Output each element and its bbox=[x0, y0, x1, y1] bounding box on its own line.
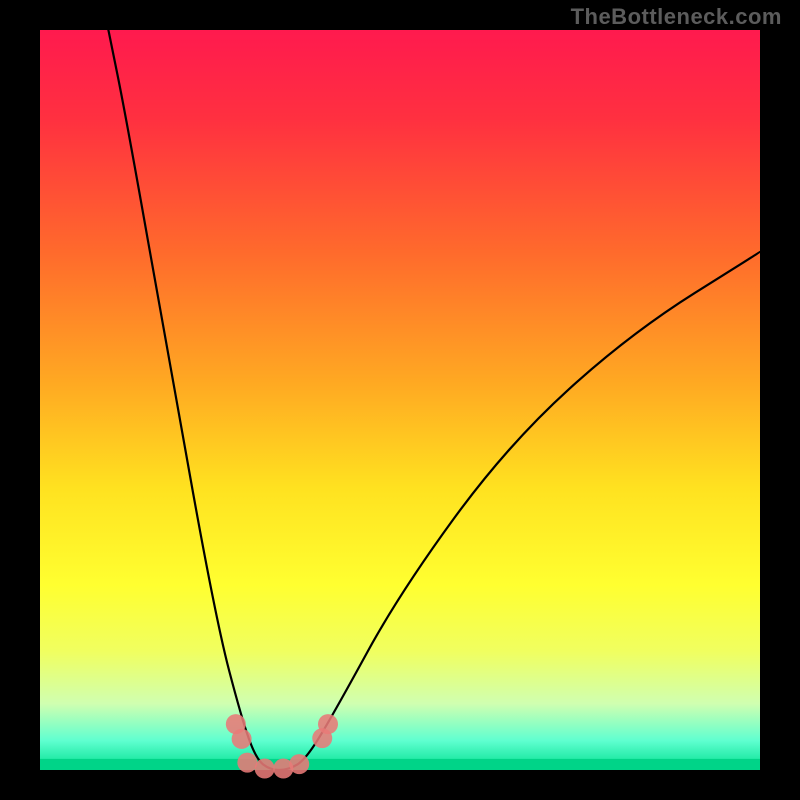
outer-frame: TheBottleneck.com bbox=[0, 0, 800, 800]
watermark-text: TheBottleneck.com bbox=[571, 4, 782, 30]
plot-svg bbox=[0, 0, 800, 800]
optimal-zone-band bbox=[40, 759, 760, 770]
data-bead bbox=[237, 753, 257, 773]
data-bead bbox=[289, 754, 309, 774]
data-bead bbox=[318, 714, 338, 734]
plot-background bbox=[40, 30, 760, 770]
data-bead bbox=[255, 759, 275, 779]
data-bead bbox=[232, 729, 252, 749]
